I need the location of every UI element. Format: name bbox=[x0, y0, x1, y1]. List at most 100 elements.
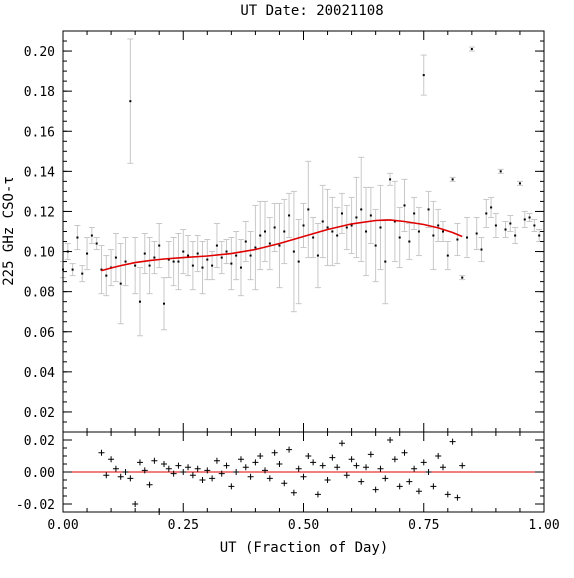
data-point bbox=[408, 240, 411, 243]
residual-point bbox=[276, 461, 283, 467]
data-point bbox=[273, 226, 276, 229]
residual-point bbox=[112, 465, 119, 472]
residual-point bbox=[262, 467, 269, 474]
residual-point bbox=[108, 456, 115, 463]
data-point bbox=[480, 248, 483, 251]
residual-point bbox=[233, 469, 240, 475]
residual-point bbox=[353, 462, 360, 469]
data-point bbox=[427, 208, 430, 211]
data-point bbox=[307, 208, 310, 211]
data-point bbox=[211, 264, 214, 267]
data-point bbox=[389, 178, 392, 181]
data-point bbox=[461, 276, 464, 279]
residual-point bbox=[324, 477, 331, 483]
residual-point bbox=[213, 457, 220, 464]
data-point bbox=[437, 224, 440, 227]
residual-point bbox=[151, 457, 158, 464]
residual-point bbox=[430, 483, 437, 490]
y-tick-label: 0.04 bbox=[24, 366, 55, 381]
residual-point bbox=[209, 475, 216, 482]
data-point bbox=[312, 236, 315, 239]
data-point bbox=[470, 48, 473, 51]
data-point bbox=[129, 100, 132, 103]
data-point bbox=[244, 240, 247, 243]
x-tick-label: 0.50 bbox=[288, 518, 319, 533]
residual-point bbox=[343, 472, 350, 479]
residual-point bbox=[358, 478, 365, 485]
residual-point bbox=[185, 464, 192, 471]
data-point bbox=[81, 272, 84, 275]
residual-y-tick-label: -0.02 bbox=[16, 498, 55, 513]
data-point bbox=[340, 212, 343, 215]
data-point bbox=[264, 230, 267, 233]
residual-point bbox=[204, 467, 211, 474]
residual-point bbox=[271, 449, 278, 456]
data-point bbox=[369, 214, 372, 217]
residual-point bbox=[286, 446, 293, 453]
data-point bbox=[297, 260, 300, 263]
data-point bbox=[283, 230, 286, 233]
residual-point bbox=[132, 501, 139, 507]
y-tick-label: 0.08 bbox=[24, 286, 55, 301]
data-point bbox=[514, 234, 517, 237]
residual-point bbox=[319, 462, 326, 469]
data-point bbox=[490, 206, 493, 209]
data-point bbox=[138, 300, 141, 303]
data-point bbox=[196, 252, 199, 255]
data-points bbox=[62, 48, 541, 305]
data-point bbox=[413, 212, 416, 215]
residual-point bbox=[141, 467, 148, 474]
residual-point bbox=[454, 494, 461, 501]
data-point bbox=[86, 252, 89, 255]
fit-line bbox=[101, 219, 463, 272]
residual-point bbox=[425, 469, 432, 475]
residual-point bbox=[435, 453, 442, 459]
residual-axes: -0.02 0.00 0.02 0.00 0.25 0.50 0.75 1.00 bbox=[16, 431, 560, 533]
residual-point bbox=[334, 464, 341, 471]
data-point bbox=[215, 244, 218, 247]
residual-point bbox=[444, 491, 451, 498]
residual-point bbox=[242, 464, 249, 471]
data-point bbox=[163, 302, 166, 305]
residual-y-tick-label: 0.02 bbox=[24, 434, 55, 449]
data-point bbox=[336, 234, 339, 237]
residual-point bbox=[218, 470, 225, 477]
residual-point bbox=[310, 459, 317, 466]
residual-point bbox=[372, 486, 379, 493]
data-point bbox=[432, 234, 435, 237]
data-point bbox=[288, 214, 291, 217]
residual-point bbox=[175, 462, 182, 469]
data-point bbox=[206, 258, 209, 261]
y-tick-label: 0.12 bbox=[24, 205, 55, 220]
data-point bbox=[172, 260, 175, 263]
residual-point bbox=[420, 459, 427, 466]
residual-point bbox=[406, 478, 413, 485]
data-point bbox=[182, 250, 185, 253]
x-tick-label: 0.25 bbox=[168, 518, 199, 533]
data-point bbox=[374, 244, 377, 247]
residual-point bbox=[247, 473, 254, 480]
data-point bbox=[134, 264, 137, 267]
data-point bbox=[191, 264, 194, 267]
data-point bbox=[504, 228, 507, 231]
residual-plot: -0.02 0.00 0.02 0.00 0.25 0.50 0.75 1.00 bbox=[16, 431, 560, 533]
residual-point bbox=[252, 459, 259, 466]
residual-point bbox=[314, 491, 321, 498]
data-point bbox=[259, 234, 262, 237]
residual-point bbox=[98, 449, 105, 456]
residual-point bbox=[415, 488, 422, 495]
residual-point bbox=[170, 470, 177, 477]
data-point bbox=[143, 252, 146, 255]
data-point bbox=[417, 230, 420, 233]
data-point bbox=[350, 224, 353, 227]
data-point bbox=[249, 254, 252, 257]
data-point bbox=[509, 222, 512, 225]
y-tick-label: 0.20 bbox=[24, 45, 55, 60]
data-point bbox=[384, 260, 387, 263]
residual-point bbox=[189, 472, 196, 479]
residual-point bbox=[382, 475, 389, 482]
residual-point bbox=[146, 481, 153, 488]
chart-title: UT Date: 20021108 bbox=[240, 3, 383, 19]
